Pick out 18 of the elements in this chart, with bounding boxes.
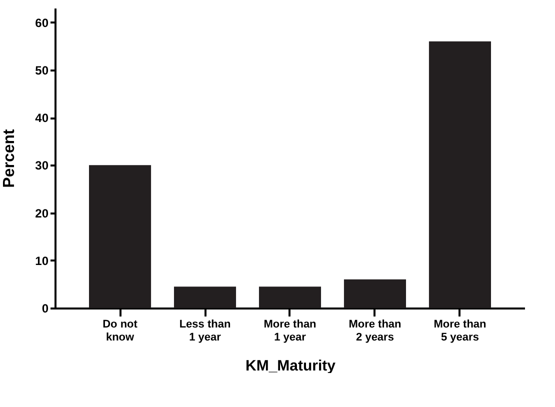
bar bbox=[344, 279, 406, 308]
y-tick-label: 20 bbox=[35, 206, 49, 220]
x-tick-label: Do not know bbox=[102, 318, 138, 344]
x-tick-label: More than 1 year bbox=[264, 318, 317, 344]
bar bbox=[174, 286, 236, 308]
y-tick-label: 10 bbox=[35, 254, 49, 268]
y-tick-label: 40 bbox=[35, 111, 49, 126]
x-tick-label: Less than 1 year bbox=[179, 318, 231, 344]
x-tick-label: More than 5 years bbox=[434, 318, 487, 344]
y-tick-label: 50 bbox=[35, 63, 49, 78]
y-axis-title: Percent bbox=[1, 128, 18, 188]
bar bbox=[88, 165, 152, 308]
y-tick-label: 60 bbox=[35, 16, 49, 30]
y-tick-label: 0 bbox=[42, 302, 49, 316]
x-tick-label: More than 2 years bbox=[348, 318, 402, 344]
bar bbox=[258, 286, 322, 308]
y-tick-label: 30 bbox=[35, 158, 49, 173]
bar bbox=[428, 41, 492, 308]
